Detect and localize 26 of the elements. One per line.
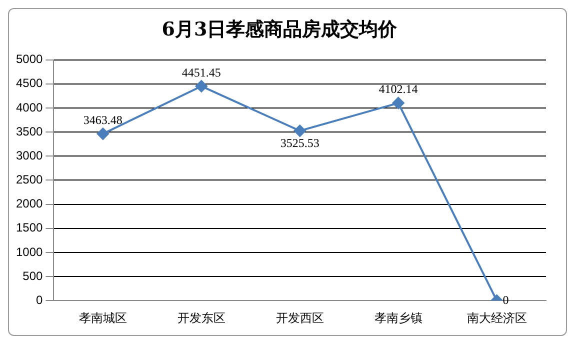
data-label: 4102.14 [378, 82, 418, 96]
y-tick-label: 4000 [16, 100, 44, 114]
x-tick-label: 孝南城区 [78, 310, 127, 325]
x-tick-label: 开发东区 [177, 310, 226, 325]
y-tick-label: 0 [36, 292, 44, 307]
x-tick-label: 开发西区 [276, 310, 324, 325]
data-label: 0 [502, 292, 509, 307]
data-label: 4451.45 [182, 65, 221, 80]
x-tick-label: 孝南乡镇 [374, 310, 422, 325]
y-tick-label: 2000 [16, 196, 44, 211]
y-tick-label: 3000 [16, 148, 44, 162]
point [392, 97, 404, 110]
y-tick-label: 3500 [16, 124, 44, 138]
point [195, 80, 208, 92]
y-tick-label: 2500 [16, 172, 44, 187]
y-tick-label: 1000 [16, 244, 44, 259]
point [294, 124, 306, 137]
x-tick-label: 南大经济区 [466, 310, 527, 325]
data-label: 3525.53 [280, 136, 320, 150]
y-tick-label: 5000 [16, 52, 44, 66]
point [96, 128, 109, 140]
y-tick-label: 1500 [16, 220, 44, 235]
chart-title: 6月3日孝感商品房成交均价 [162, 18, 398, 40]
data-label: 3463.48 [83, 112, 122, 127]
y-tick-label: 4500 [16, 76, 44, 90]
y-tick-label: 500 [22, 268, 44, 283]
